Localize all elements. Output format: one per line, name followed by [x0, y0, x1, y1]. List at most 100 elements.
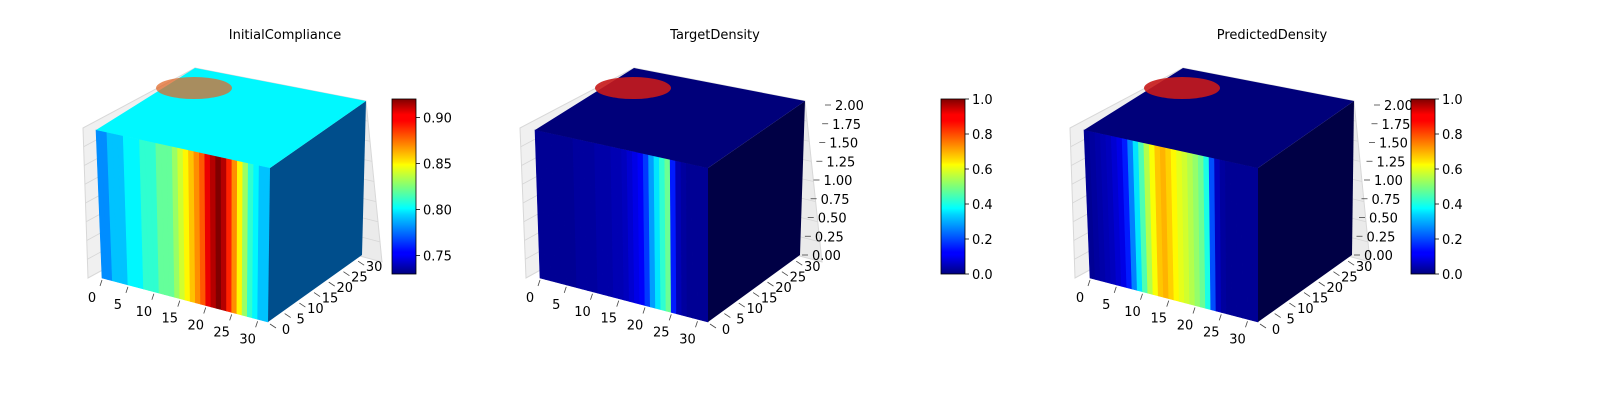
y-tick	[1274, 313, 1281, 318]
z-tick-label: 0.00	[812, 249, 841, 264]
colorbar-gradient	[1410, 98, 1436, 275]
x-tick-label: 10	[1124, 305, 1141, 320]
x-tick	[1087, 279, 1091, 287]
colorbar-tick-label: 0.8	[1442, 128, 1463, 143]
z-tick-label: 0.75	[1372, 193, 1401, 208]
front-voxel-column	[226, 158, 233, 313]
x-tick	[125, 286, 129, 294]
colorbar-tick-label: 0.2	[972, 233, 993, 248]
voxel-cube: 0 5 10 15 20 25 300510152025300.000.250.500.75…	[1069, 67, 1413, 347]
colorbar: 0.75 0.80 0.85 0.90	[391, 98, 452, 275]
x-tick	[695, 321, 698, 328]
y-tick-label: 20	[1326, 281, 1343, 296]
z-tick-label: 1.25	[1377, 155, 1406, 170]
panel-target-density: TargetDensity 0 5 10 15 20 25 300510152025300.…	[519, 28, 993, 347]
y-tick	[724, 313, 731, 318]
y-tick-label: 15	[761, 292, 778, 307]
x-tick	[1140, 293, 1143, 300]
y-tick	[299, 302, 306, 308]
panel-title: PredictedDensity	[1217, 28, 1328, 43]
front-voxel-column	[696, 165, 704, 322]
y-tick	[1318, 281, 1325, 287]
y-tick-label: 10	[307, 302, 324, 317]
front-voxel-column	[1252, 166, 1259, 323]
x-tick	[229, 314, 233, 321]
x-tick	[537, 279, 541, 287]
x-tick-label: 20	[187, 319, 204, 334]
colorbar: 0.0 0.2 0.4 0.6 0.8 1.0	[940, 93, 993, 283]
x-tick	[590, 293, 593, 300]
y-tick	[709, 323, 717, 329]
y-tick-label: 10	[746, 302, 763, 317]
z-tick-label: 0.75	[821, 193, 850, 208]
x-tick-label: 15	[162, 312, 179, 327]
colorbar-tick-label: 0.0	[972, 268, 993, 283]
panel-predicted-density: PredictedDensity 0 5 10 15 20 25 3005101520253…	[1069, 28, 1463, 347]
x-tick	[1218, 314, 1222, 321]
colorbar-tick-label: 0.75	[423, 250, 452, 265]
x-tick	[1166, 300, 1170, 307]
x-tick	[1245, 321, 1248, 328]
x-tick-label: 20	[627, 319, 644, 334]
z-tick-label: 0.25	[1367, 230, 1396, 245]
side-face	[708, 101, 805, 322]
y-tick	[1347, 260, 1355, 266]
z-tick-label: 1.00	[824, 174, 853, 189]
x-tick	[99, 279, 103, 287]
x-tick	[255, 321, 259, 328]
x-tick-label: 25	[1203, 325, 1220, 340]
panel-title: TargetDensity	[669, 28, 760, 43]
x-tick	[177, 300, 181, 307]
colorbar-tick-label: 0.4	[1442, 198, 1463, 213]
x-tick-label: 30	[679, 332, 696, 347]
colorbar-tick-label: 0.90	[423, 111, 452, 126]
x-tick	[151, 293, 155, 300]
z-tick-label: 1.00	[1374, 174, 1403, 189]
y-tick-label: 0	[282, 323, 290, 338]
x-tick	[563, 286, 567, 294]
front-voxel-column	[1241, 164, 1248, 320]
y-tick-label: 10	[1297, 302, 1314, 317]
z-tick-label: 2.00	[1384, 99, 1413, 114]
y-tick-label: 30	[366, 260, 383, 275]
colorbar-tick-label: 1.0	[1442, 93, 1463, 108]
front-voxel-column	[680, 161, 688, 317]
colorbar-tick-label: 0.0	[1442, 268, 1463, 283]
z-tick-label: 1.50	[1379, 137, 1408, 152]
y-tick	[1289, 302, 1296, 308]
colorbar-tick-label: 0.80	[423, 204, 452, 219]
colorbar-gradient	[940, 98, 966, 275]
voxel-cube: 0 5 10 15 20 25 300510152025300.000.250.500.75…	[519, 67, 864, 347]
x-tick-label: 25	[653, 325, 670, 340]
z-tick-label: 2.00	[835, 99, 864, 114]
x-tick-label: 5	[1102, 298, 1110, 313]
colorbar-tick-label: 0.4	[972, 198, 993, 213]
y-tick	[1333, 271, 1340, 276]
x-tick-label: 0	[1076, 291, 1084, 306]
panel-title: InitialCompliance	[229, 28, 342, 43]
colorbar: 0.0 0.2 0.4 0.6 0.8 1.0	[1410, 93, 1463, 283]
z-tick-label: 0.50	[818, 212, 847, 227]
y-tick-label: 5	[736, 313, 744, 328]
y-tick	[357, 260, 365, 266]
front-voxel-column	[1235, 162, 1243, 319]
y-tick	[738, 302, 745, 308]
top-hotspot	[595, 77, 672, 100]
y-tick	[781, 271, 789, 276]
x-tick-label: 30	[239, 332, 256, 347]
colorbar-tick-label: 0.6	[972, 163, 993, 178]
x-tick-label: 5	[114, 298, 122, 313]
front-voxel-column	[686, 162, 693, 319]
y-tick-label: 0	[1272, 323, 1280, 338]
z-tick-label: 1.50	[829, 137, 858, 152]
y-tick-label: 25	[790, 271, 807, 286]
x-tick	[1192, 307, 1196, 314]
side-face	[1258, 101, 1354, 322]
colorbar-tick-label: 1.0	[972, 93, 993, 108]
y-tick	[284, 313, 291, 318]
z-tick-label: 1.75	[832, 118, 861, 133]
front-voxel-column	[215, 155, 222, 311]
y-tick-label: 5	[1287, 313, 1295, 328]
